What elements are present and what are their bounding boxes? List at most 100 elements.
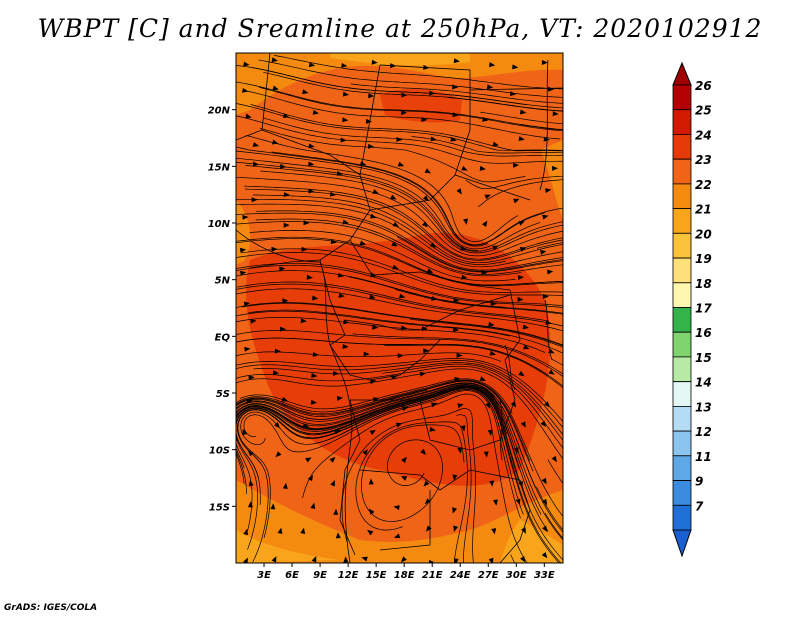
streamline-arrow <box>429 426 436 432</box>
streamline-arrow <box>300 527 306 535</box>
streamline-arrow <box>242 428 247 436</box>
streamline-arrow <box>484 194 491 200</box>
streamline-arrow <box>244 346 251 352</box>
streamline <box>302 393 528 563</box>
colorbar-label: 21 <box>695 203 712 217</box>
streamline-arrow <box>542 293 549 299</box>
streamline-arrow <box>392 221 400 227</box>
streamline-arrow <box>308 188 315 194</box>
border-line <box>344 294 511 331</box>
streamline-arrow <box>429 242 437 248</box>
streamline-arrow <box>308 62 316 68</box>
grads-credit: GrADS: IGES/COLA <box>4 603 98 613</box>
streamline <box>236 358 563 423</box>
streamline-arrow <box>544 401 550 408</box>
streamline-arrow <box>252 142 260 147</box>
streamline-arrow <box>303 220 310 226</box>
streamline-arrow <box>367 143 375 149</box>
streamline <box>236 380 531 462</box>
colorbar-swatch <box>672 84 692 111</box>
streamline <box>547 459 563 485</box>
streamline <box>236 198 506 265</box>
lon-tick-label: 18E <box>394 570 415 581</box>
streamline <box>273 54 563 90</box>
streamline-arrow <box>515 498 521 506</box>
streamline-arrow <box>252 161 259 167</box>
colorbar-swatch <box>672 455 692 481</box>
streamline-arrow <box>302 423 310 429</box>
colorbar-swatch <box>672 356 692 382</box>
streamline-arrow <box>522 324 530 330</box>
colorbar-swatch <box>672 504 692 531</box>
lon-tick-label: 15E <box>366 570 387 581</box>
streamline-arrow <box>512 162 520 168</box>
streamline <box>244 185 563 260</box>
streamline-arrow <box>280 326 287 332</box>
lake-shore <box>499 399 503 461</box>
streamline-arrow <box>342 219 349 225</box>
colorbar-label: 12 <box>695 425 712 439</box>
streamline-arrow <box>421 326 428 332</box>
coastline <box>539 59 549 191</box>
streamline <box>477 179 563 208</box>
streamline <box>355 421 468 563</box>
streamline <box>236 157 541 250</box>
streamline-arrow <box>372 189 379 194</box>
streamline-arrow <box>461 274 468 280</box>
border-line <box>261 64 381 176</box>
streamline-arrow <box>398 293 406 299</box>
streamline-arrow <box>541 551 548 559</box>
streamline-arrow <box>456 188 462 195</box>
streamline <box>236 283 563 327</box>
colorbar-label: 18 <box>695 277 712 291</box>
streamline-arrow <box>460 425 466 432</box>
streamline-arrow <box>463 218 468 225</box>
colorbar-label: 25 <box>695 104 712 118</box>
streamline-arrow <box>242 214 249 220</box>
streamline-arrow <box>391 241 398 247</box>
streamline <box>236 379 563 518</box>
streamline-arrow <box>338 292 345 298</box>
streamline-arrow <box>274 422 280 429</box>
streamline-arrow <box>426 268 434 273</box>
longitude-axis: 3E 6E 9E 12E 15E 18E 21E 24E 27E 30E 33E <box>257 563 555 581</box>
streamline-arrow <box>430 136 437 142</box>
colorbar-label: 9 <box>695 475 703 489</box>
streamline-arrow <box>282 482 288 490</box>
colorbar-swatch <box>672 158 692 185</box>
colorbar-swatch <box>672 232 692 259</box>
lon-tick-label: 6E <box>285 570 299 581</box>
streamline-arrow <box>243 301 251 307</box>
streamline <box>239 378 513 414</box>
colorbar-swatch <box>672 282 692 308</box>
lake-shore <box>504 344 516 391</box>
streamline-arrow <box>401 110 408 116</box>
colorbar-label: 11 <box>695 450 712 464</box>
streamline-arrow <box>492 245 499 251</box>
border-line <box>499 289 521 441</box>
streamline-arrow <box>490 301 497 307</box>
streamline-arrow <box>479 165 486 171</box>
streamlines-layer <box>236 54 563 563</box>
colorbar-label: 14 <box>695 376 712 390</box>
streamline-arrow <box>300 318 307 324</box>
streamline-arrow <box>452 474 458 481</box>
streamline-arrow <box>452 112 459 118</box>
streamline-arrow <box>512 64 519 70</box>
streamline-arrow <box>552 165 559 171</box>
colorbar-swatch <box>672 133 692 160</box>
streamline-arrow <box>428 560 434 563</box>
streamline-arrow <box>336 395 344 401</box>
lon-tick-label: 12E <box>338 570 359 581</box>
streamline-arrow <box>243 61 250 67</box>
colorbar-swatch <box>672 381 692 407</box>
streamline <box>447 97 563 112</box>
streamline-arrow <box>330 239 337 245</box>
colorbar-swatch <box>672 331 692 358</box>
streamline <box>236 115 563 164</box>
streamline-arrow <box>453 297 460 303</box>
streamline-arrow <box>305 457 312 463</box>
streamline <box>315 389 524 515</box>
streamline-arrow <box>368 478 374 485</box>
